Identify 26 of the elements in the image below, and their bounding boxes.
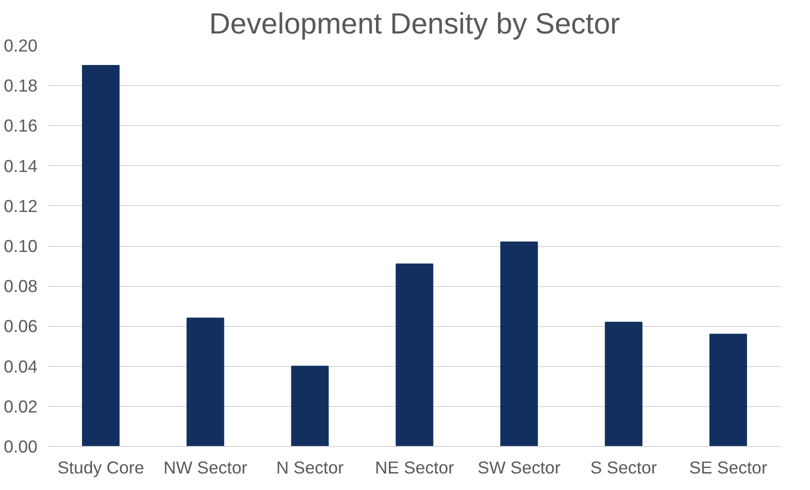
y-tick-label: 0.16 — [4, 116, 38, 136]
y-tick-label: 0.18 — [4, 76, 38, 96]
y-tick-label: 0.04 — [4, 356, 38, 376]
y-tick-label: 0.10 — [4, 236, 38, 256]
bar — [82, 65, 120, 446]
chart-title: Development Density by Sector — [209, 8, 620, 40]
y-tick-label: 0.06 — [4, 316, 38, 336]
y-tick-label: 0.08 — [4, 276, 38, 296]
x-tick-label: N Sector — [276, 458, 344, 478]
bar — [604, 322, 642, 446]
x-tick-label: NE Sector — [375, 458, 454, 478]
bar — [186, 318, 224, 446]
bar — [396, 264, 434, 446]
bar — [291, 366, 329, 446]
y-tick-label: 0.20 — [4, 36, 38, 56]
y-tick-label: 0.14 — [4, 156, 38, 176]
x-tick-label: NW Sector — [163, 458, 248, 478]
x-tick-label: SE Sector — [689, 458, 768, 478]
x-tick-label: Study Core — [57, 458, 144, 478]
x-tick-label: S Sector — [590, 458, 658, 478]
bar — [500, 241, 538, 446]
y-tick-label: 0.12 — [4, 196, 38, 216]
y-tick-label: 0.00 — [4, 436, 38, 456]
bar — [709, 334, 748, 446]
y-tick-label: 0.02 — [4, 396, 38, 416]
x-tick-label: SW Sector — [478, 458, 561, 478]
